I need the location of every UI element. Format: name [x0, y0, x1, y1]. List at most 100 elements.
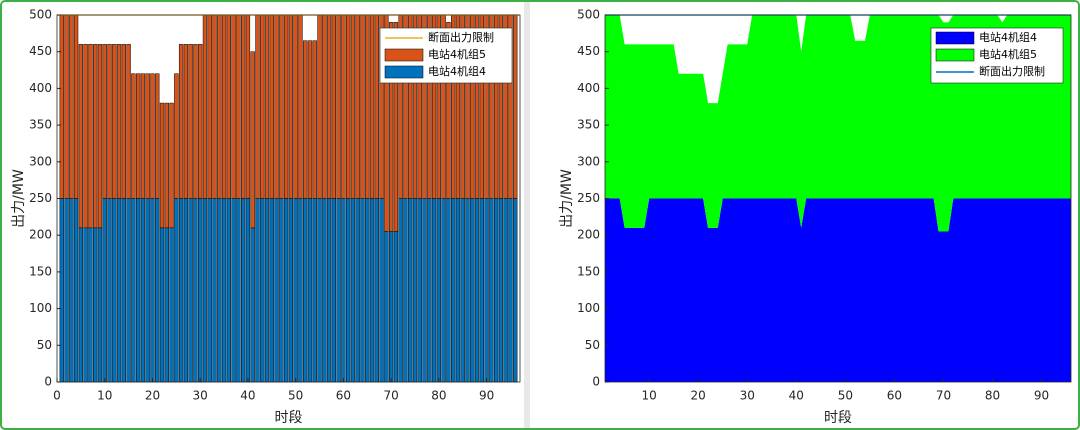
bar-segment — [150, 198, 155, 383]
legend-label: 电站4机组5 — [979, 47, 1037, 61]
bar-segment — [408, 198, 413, 383]
bar-segment — [116, 44, 122, 199]
bar-segment — [88, 44, 93, 229]
x-tick-label: 0 — [53, 389, 61, 403]
bar-segment — [217, 14, 222, 199]
x-axis-label: 时段 — [824, 410, 852, 426]
y-axis-label: 出力/MW — [11, 169, 27, 228]
bar-segment — [198, 198, 203, 383]
bar-segment — [341, 14, 346, 199]
bar-segment — [293, 14, 298, 199]
x-tick-label: 90 — [479, 389, 494, 403]
y-tick-label: 350 — [29, 118, 52, 132]
bar-segment — [164, 227, 169, 383]
y-tick-label: 150 — [577, 264, 600, 278]
bar-segment — [346, 14, 351, 199]
bar-segment — [360, 198, 365, 383]
bar-segment — [64, 198, 69, 383]
y-tick-label: 200 — [29, 228, 52, 242]
bar-segment — [112, 44, 117, 199]
bar-segment — [393, 231, 399, 383]
y-tick-label: 50 — [37, 338, 52, 352]
bar-segment — [279, 14, 284, 199]
bar-segment — [231, 14, 236, 199]
bar-segment — [498, 198, 504, 383]
x-tick-label: 60 — [336, 389, 351, 403]
bar-segment — [355, 198, 360, 383]
bar-segment — [288, 198, 294, 383]
x-tick-label: 30 — [740, 389, 755, 403]
y-tick-label: 250 — [577, 191, 600, 205]
legend-swatch — [384, 48, 424, 62]
bar-segment — [264, 198, 270, 383]
bar-segment — [126, 44, 131, 199]
y-tick-label: 400 — [29, 81, 52, 95]
bar-segment — [355, 14, 360, 199]
bar-segment — [135, 198, 141, 383]
bar-segment — [178, 198, 184, 383]
bar-segment — [183, 44, 189, 199]
bar-segment — [64, 14, 69, 199]
bar-segment — [283, 14, 289, 199]
bar-segment — [288, 14, 294, 199]
bar-segment — [369, 14, 375, 199]
bar-segment — [493, 198, 499, 383]
bar-segment — [140, 73, 146, 199]
bar-segment — [174, 198, 179, 383]
bar-segment — [303, 198, 308, 383]
y-tick-label: 0 — [44, 375, 52, 389]
bar-segment — [255, 198, 260, 383]
legend-label: 电站4机组5 — [428, 47, 486, 61]
bar-segment — [59, 14, 64, 199]
x-tick-label: 50 — [838, 389, 853, 403]
bar-segment — [455, 198, 461, 383]
bar-segment — [436, 198, 442, 383]
bar-segment — [121, 198, 126, 383]
bar-segment — [326, 14, 332, 199]
bar-segment — [202, 14, 208, 199]
bar-segment — [212, 198, 217, 383]
bar-segment — [226, 14, 231, 199]
bar-segment — [326, 198, 332, 383]
bar-segment — [102, 44, 107, 199]
y-tick-label: 200 — [577, 228, 600, 242]
bar-segment — [83, 44, 88, 229]
bar-segment — [240, 198, 246, 383]
bar-segment — [174, 73, 179, 199]
bar-segment — [97, 227, 103, 383]
bar-segment — [336, 14, 341, 199]
bar-segment — [193, 198, 198, 383]
bar-segment — [317, 198, 322, 383]
y-tick-label: 50 — [585, 338, 600, 352]
bar-segment — [260, 14, 265, 199]
bar-segment — [293, 198, 298, 383]
bar-segment — [412, 198, 418, 383]
legend-label: 断面出力限制 — [979, 64, 1045, 78]
bar-segment — [236, 198, 241, 383]
bar-segment — [135, 73, 141, 199]
area — [605, 198, 1071, 382]
x-tick-label: 20 — [691, 389, 706, 403]
bar-segment — [78, 44, 84, 229]
bar-segment — [131, 73, 136, 199]
bar-segment — [116, 198, 122, 383]
bar-segment — [279, 198, 284, 383]
bar-segment — [245, 14, 251, 199]
y-tick-label: 0 — [592, 375, 600, 389]
bar-segment — [112, 198, 117, 383]
bar-segment — [341, 198, 346, 383]
x-tick-label: 30 — [193, 389, 208, 403]
bar-segment — [346, 198, 351, 383]
x-axis-label: 时段 — [275, 410, 303, 426]
bar-segment — [73, 14, 79, 199]
bar-segment — [88, 227, 93, 383]
bar-segment — [350, 14, 356, 199]
bar-segment — [307, 40, 313, 199]
bar-segment — [207, 198, 212, 383]
bar-segment — [336, 198, 341, 383]
bar-segment — [226, 198, 231, 383]
bar-segment — [427, 198, 432, 383]
bar-segment — [212, 14, 217, 199]
legend-swatch — [935, 31, 975, 45]
